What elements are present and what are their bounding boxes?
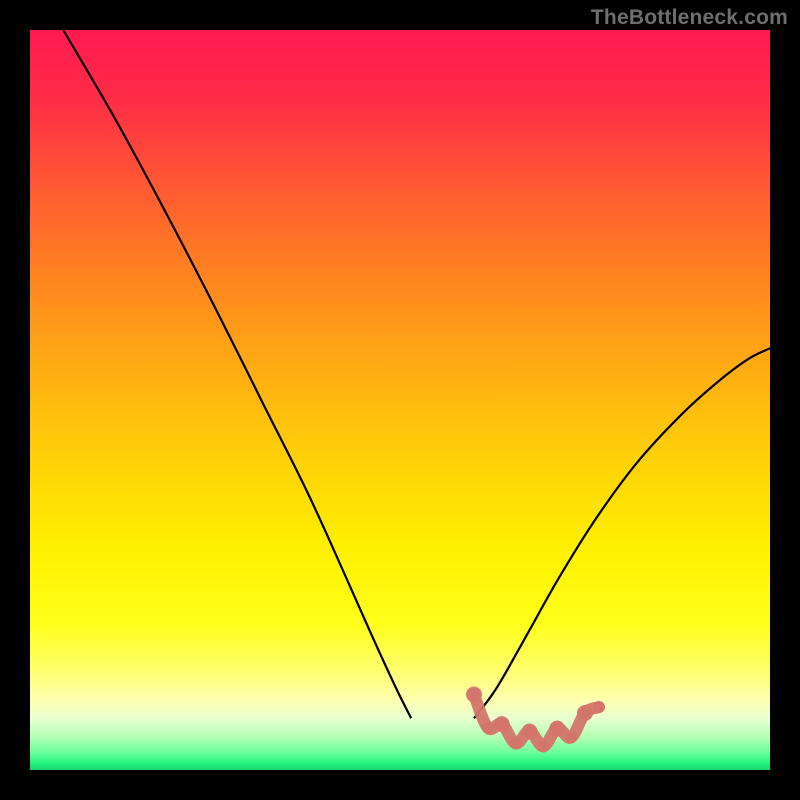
watermark-label: TheBottleneck.com (591, 6, 788, 30)
bumpy-dot (466, 687, 482, 703)
bottleneck-chart (0, 0, 800, 800)
bumpy-dot (565, 731, 577, 743)
bumpy-dot (577, 705, 593, 721)
bumpy-dot (482, 722, 494, 734)
bumpy-dot (537, 740, 549, 752)
chart-stage: TheBottleneck.com (0, 0, 800, 800)
plot-background (30, 30, 770, 770)
bumpy-dot (522, 724, 538, 740)
bumpy-dot (494, 716, 510, 732)
bumpy-dot (510, 737, 522, 749)
bumpy-dot (549, 721, 565, 737)
bumpy-dot (593, 701, 605, 713)
